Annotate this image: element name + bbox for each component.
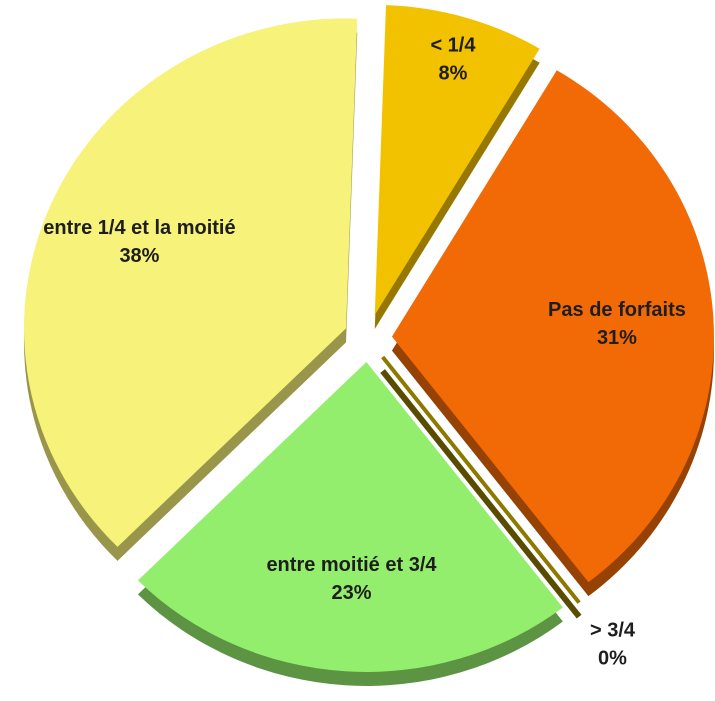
value-label: 23% — [331, 582, 371, 604]
category-label: entre 1/4 et la moitié — [43, 217, 235, 239]
category-label: entre moitié et 3/4 — [266, 554, 437, 576]
value-label: 31% — [597, 327, 637, 349]
slice — [391, 70, 714, 583]
slice-label: entre 1/4 et la moitié 38% — [43, 217, 235, 267]
value-label: 38% — [119, 245, 159, 267]
slice — [374, 5, 540, 315]
category-label: > 3/4 — [590, 620, 636, 642]
slice-label: > 3/4 0% — [590, 620, 636, 670]
value-label: 8% — [439, 63, 468, 85]
slice-label: < 1/4 8% — [430, 35, 476, 85]
slice-label: entre moitié et 3/4 23% — [266, 554, 437, 604]
category-label: < 1/4 — [430, 35, 476, 57]
slice-label: Pas de forfaits 31% — [548, 299, 686, 349]
slice — [24, 18, 358, 547]
slice — [137, 361, 563, 672]
value-label: 0% — [598, 648, 627, 670]
category-label: Pas de forfaits — [548, 299, 686, 321]
